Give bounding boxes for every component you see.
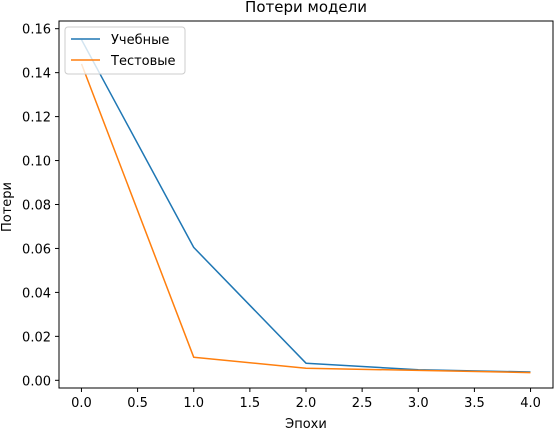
x-axis-ticks: 0.0 0.5 1.0 1.5 2.0 2.5 3.0 3.5 4.0 (71, 388, 541, 411)
x-tick-label: 0.5 (127, 396, 148, 411)
plot-frame (58, 20, 554, 389)
chart-title: Потери модели (245, 0, 367, 16)
x-tick-label: 1.5 (240, 396, 261, 411)
x-tick-label: 0.0 (71, 396, 92, 411)
x-tick-label: 3.5 (464, 396, 485, 411)
legend-label-1: Учебные (111, 33, 169, 48)
legend: Учебные Тестовые (64, 26, 186, 75)
y-tick-label: 0.02 (22, 330, 51, 345)
series-line-1 (80, 39, 531, 373)
y-tick-label: 0.14 (22, 67, 51, 82)
x-tick-label: 2.5 (352, 396, 373, 411)
y-tick-label: 0.04 (22, 286, 51, 301)
series-line-2 (80, 63, 531, 374)
x-tick-label: 3.0 (408, 396, 429, 411)
y-tick-label: 0.08 (22, 199, 51, 214)
legend-label-2: Тестовые (110, 54, 176, 69)
y-tick-label: 0.06 (22, 242, 51, 257)
y-axis-ticks: 0.00 0.02 0.04 0.06 0.08 0.10 0.12 0.14 0.16 (22, 23, 59, 389)
x-axis-label: Эпохи (285, 417, 327, 430)
y-tick-label: 0.12 (22, 111, 51, 126)
x-tick-label: 4.0 (520, 396, 541, 411)
y-tick-label: 0.10 (22, 155, 51, 170)
x-tick-label: 2.0 (296, 396, 317, 411)
x-tick-label: 1.0 (183, 396, 204, 411)
y-tick-label: 0.16 (22, 23, 51, 38)
y-tick-label: 0.00 (22, 374, 51, 389)
series-layer (80, 39, 531, 374)
y-axis-label: Потери (0, 182, 15, 232)
